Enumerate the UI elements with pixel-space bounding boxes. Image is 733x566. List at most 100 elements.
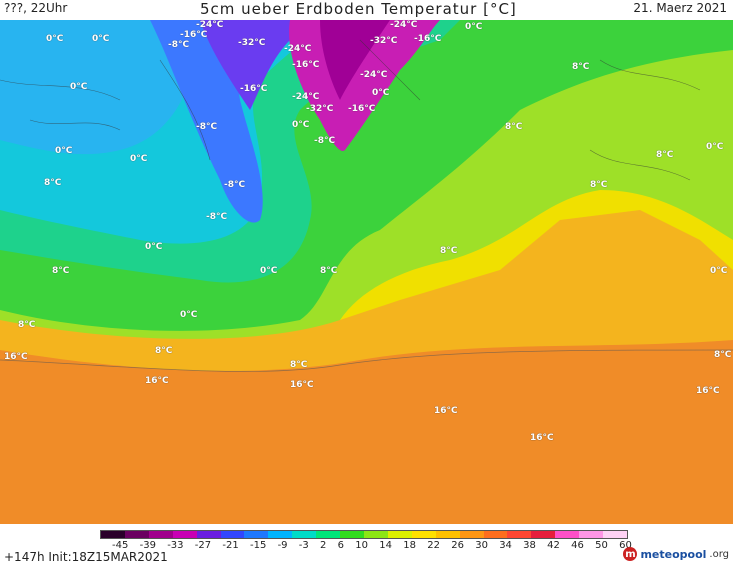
colorbar-swatch bbox=[196, 531, 221, 538]
map-label: 0°C bbox=[70, 82, 88, 92]
temp-zone-minus3 bbox=[0, 20, 210, 155]
colorbar-tick-label: 6 bbox=[337, 540, 345, 551]
model-run-info: +147h Init:18Z15MAR2021 bbox=[4, 550, 168, 564]
map-label: 0°C bbox=[55, 146, 73, 156]
colorbar-swatch bbox=[459, 531, 484, 538]
colorbar-tick-label: 42 bbox=[547, 540, 560, 551]
map-label: 0°C bbox=[260, 266, 278, 276]
colorbar-tick-label: 14 bbox=[379, 540, 392, 551]
map-label: 16°C bbox=[4, 352, 28, 362]
colorbar-tick-label: -27 bbox=[194, 540, 212, 551]
map-label: 8°C bbox=[590, 180, 608, 190]
map-label: 16°C bbox=[290, 380, 314, 390]
colorbar-tick-label: 34 bbox=[499, 540, 512, 551]
map-label: 0°C bbox=[372, 88, 390, 98]
valid-date-label: 21. Maerz 2021 bbox=[633, 1, 727, 15]
map-label: -24°C bbox=[390, 20, 418, 30]
map-label: 0°C bbox=[180, 310, 198, 320]
colorbar-tick-label: -45 bbox=[112, 540, 129, 551]
colorbar-swatch bbox=[411, 531, 436, 538]
map-label: 16°C bbox=[530, 433, 554, 443]
temperature-colorbar bbox=[100, 530, 628, 539]
colorbar-swatch bbox=[220, 531, 245, 538]
map-label: -24°C bbox=[284, 44, 312, 54]
map-label: 8°C bbox=[505, 122, 523, 132]
colorbar-tick-label: 26 bbox=[451, 540, 464, 551]
valid-time-label: ???, 22Uhr bbox=[4, 1, 68, 15]
colorbar-swatch bbox=[483, 531, 508, 538]
map-label: -16°C bbox=[240, 84, 268, 94]
colorbar-tick-label: -39 bbox=[139, 540, 156, 551]
map-label: -8°C bbox=[224, 180, 246, 190]
colorbar-swatch bbox=[579, 531, 604, 538]
colorbar-swatch bbox=[172, 531, 197, 538]
colorbar-tick-label: 18 bbox=[403, 540, 416, 551]
map-label: -16°C bbox=[414, 34, 442, 44]
coastlines bbox=[0, 39, 701, 181]
temp-zone-minus33 bbox=[320, 20, 390, 100]
colorbar-swatch bbox=[268, 531, 293, 538]
map-label: 8°C bbox=[52, 266, 70, 276]
temperature-field bbox=[0, 20, 733, 524]
map-label: -8°C bbox=[168, 40, 190, 50]
map-label: -32°C bbox=[306, 104, 334, 114]
colorbar-swatch bbox=[435, 531, 460, 538]
colorbar-swatch bbox=[387, 531, 412, 538]
map-label: 0°C bbox=[46, 34, 64, 44]
colorbar-swatch bbox=[124, 531, 149, 538]
map-label: 8°C bbox=[440, 246, 458, 256]
map-label: -8°C bbox=[206, 212, 228, 222]
map-label: 16°C bbox=[434, 406, 458, 416]
logo-text: meteopool bbox=[640, 547, 707, 561]
map-label: -32°C bbox=[238, 38, 266, 48]
logo-tld: .org bbox=[709, 548, 729, 560]
map-label: 0°C bbox=[145, 242, 163, 252]
map-label: -24°C bbox=[196, 20, 224, 30]
map-label: -16°C bbox=[292, 60, 320, 70]
colorbar-tick-label: -21 bbox=[222, 540, 239, 551]
colorbar-tick-label: -33 bbox=[167, 540, 184, 551]
colorbar-swatch bbox=[292, 531, 317, 538]
colorbar-swatch bbox=[531, 531, 556, 538]
colorbar-ticks: -45 -39 -33 -27 -21 -15 -9 -3 2 6 10 14 18 22 26 30 34 38… bbox=[112, 540, 632, 552]
map-label: -32°C bbox=[370, 36, 398, 46]
map-label: 8°C bbox=[656, 150, 674, 160]
colorbar-tick-label: 22 bbox=[427, 540, 440, 551]
colorbar-tick-label: 46 bbox=[571, 540, 584, 551]
temp-zone-minus15 bbox=[200, 20, 310, 110]
meteopool-logo[interactable]: m meteopool .org bbox=[623, 547, 729, 561]
colorbar-swatch bbox=[555, 531, 580, 538]
colorbar-tick-label: -9 bbox=[277, 540, 288, 551]
colorbar-tick-label: -15 bbox=[249, 540, 267, 551]
map-label: 0°C bbox=[130, 154, 148, 164]
colorbar-swatch bbox=[101, 531, 125, 538]
map-label: 8°C bbox=[714, 350, 732, 360]
map-label: 8°C bbox=[290, 360, 308, 370]
colorbar-swatch bbox=[363, 531, 388, 538]
map-label: 8°C bbox=[18, 320, 36, 330]
map-label: 16°C bbox=[696, 386, 720, 396]
map-label: 0°C bbox=[465, 22, 483, 32]
colorbar-swatch bbox=[603, 531, 627, 538]
map-title: 5cm ueber Erdboden Temperatur [°C] bbox=[200, 0, 517, 18]
map-label: 0°C bbox=[92, 34, 110, 44]
contour-line bbox=[0, 349, 733, 372]
colorbar-tick-label: -3 bbox=[298, 540, 309, 551]
map-label: -8°C bbox=[314, 136, 336, 146]
map-label: 0°C bbox=[292, 120, 310, 130]
colorbar-tick-label: 2 bbox=[320, 540, 327, 551]
meteopool-logo-icon: m bbox=[623, 547, 638, 561]
map-label: 8°C bbox=[320, 266, 338, 276]
map-label: 8°C bbox=[572, 62, 590, 72]
colorbar-swatch bbox=[340, 531, 364, 538]
map-label: 0°C bbox=[706, 142, 724, 152]
colorbar-tick-label: 30 bbox=[475, 540, 488, 551]
map-header: ???, 22Uhr 5cm ueber Erdboden Temperatur… bbox=[0, 0, 733, 20]
map-label: 8°C bbox=[44, 178, 62, 188]
map-label: -24°C bbox=[360, 70, 388, 80]
temperature-map: 0°C 0°C 0°C 0°C 0°C 0°C 0°C 0°C 0°C 0°C … bbox=[0, 20, 733, 524]
colorbar-tick-label: 50 bbox=[595, 540, 608, 551]
map-label: 16°C bbox=[145, 376, 169, 386]
map-label: -16°C bbox=[348, 104, 376, 114]
